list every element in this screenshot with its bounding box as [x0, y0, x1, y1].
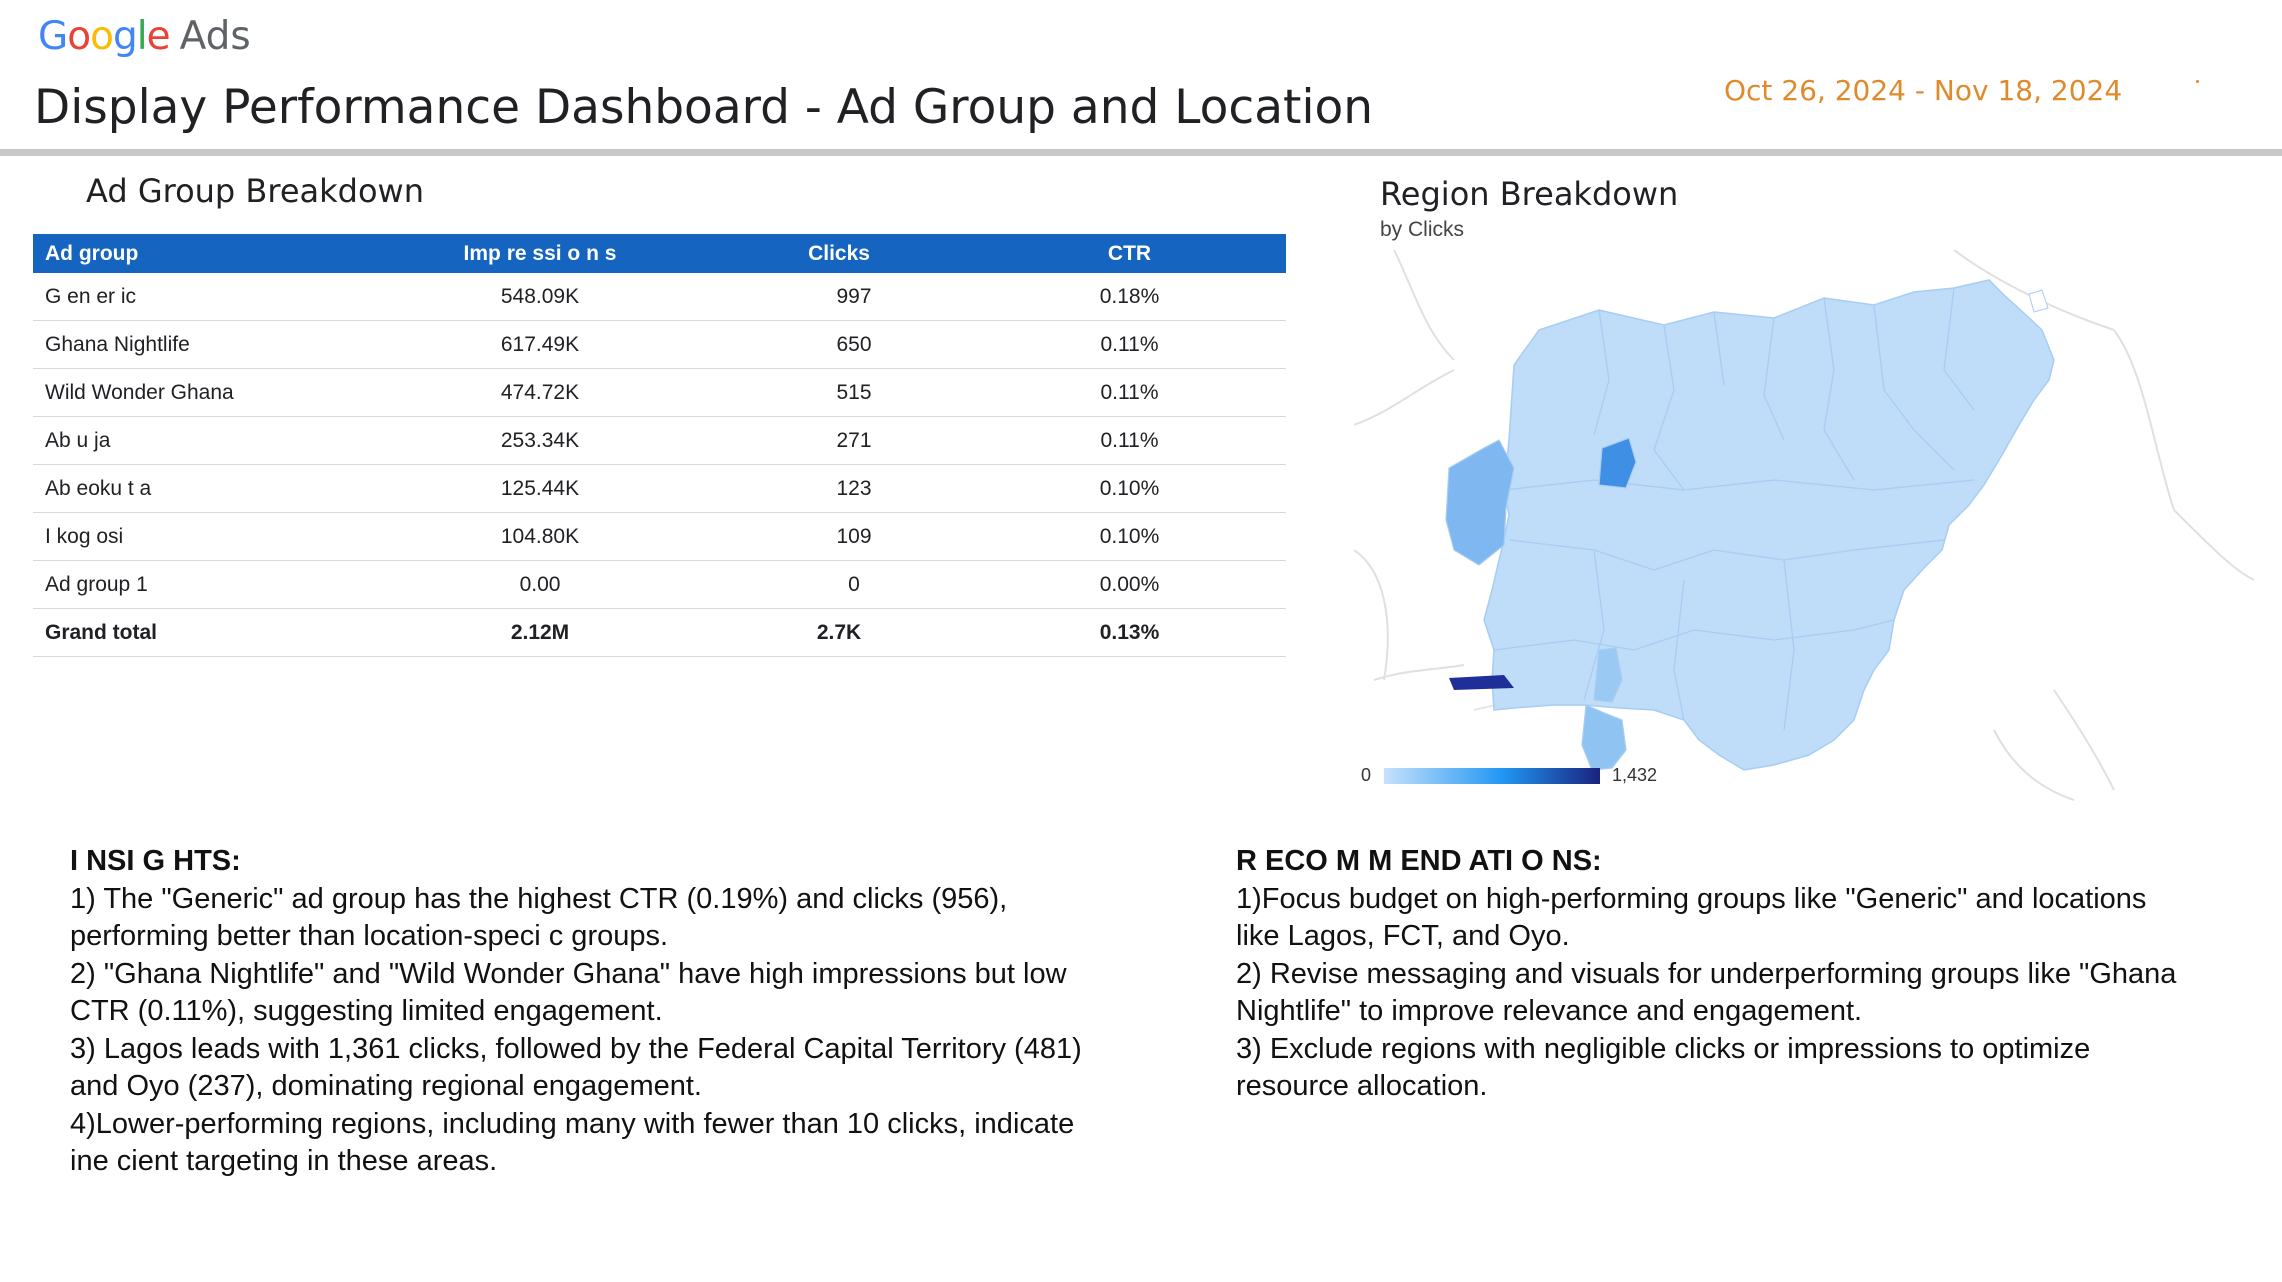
- recommendation-line: 1)Focus budget on high-performing groups…: [1236, 882, 2147, 953]
- ad-group-section-title: Ad Group Breakdown: [86, 172, 424, 210]
- region-section-title: Region Breakdown: [1380, 175, 1679, 213]
- neighbor-borders: [1354, 250, 2254, 801]
- logo-google-text: Google: [38, 14, 171, 59]
- region-oyo[interactable]: [1445, 439, 1515, 566]
- region-south-1[interactable]: [1593, 647, 1623, 703]
- cell-ctr: 0.18%: [973, 273, 1286, 321]
- cell-clicks: 0: [705, 560, 973, 609]
- cell-ctr: 0.10%: [973, 512, 1286, 561]
- cell-ctr: 0.10%: [973, 464, 1286, 513]
- cell-ctr: 0.00%: [973, 560, 1286, 609]
- table-row: I kog osi 104.80K 109 0.10%: [33, 512, 1286, 561]
- cell-ad-group: G en er ic: [33, 273, 375, 321]
- header-divider: [0, 149, 2282, 156]
- total-clicks: 2.7K: [705, 608, 973, 657]
- cell-ctr: 0.11%: [973, 416, 1286, 465]
- menu-dot: [2196, 80, 2199, 83]
- cell-ad-group: Wild Wonder Ghana: [33, 368, 375, 417]
- legend-max-label: 1,432: [1612, 765, 1658, 785]
- region-section-subtitle: by Clicks: [1380, 218, 1465, 241]
- cell-clicks: 123: [705, 464, 973, 513]
- cell-clicks: 997: [705, 273, 973, 321]
- table-row: G en er ic 548.09K 997 0.18%: [33, 273, 1286, 321]
- total-label: Grand total: [33, 608, 375, 657]
- table-row: Ab u ja 253.34K 271 0.11%: [33, 416, 1286, 465]
- cell-impressions: 474.72K: [375, 368, 705, 417]
- total-impressions: 2.12M: [375, 608, 705, 657]
- cell-ad-group: Ab eoku t a: [33, 464, 375, 513]
- insights-block: I NSI G HTS: 1) The "Generic" ad group h…: [70, 843, 1110, 1181]
- insight-line: 4)Lower-performing regions, including ma…: [70, 1107, 1075, 1178]
- cell-ad-group: Ghana Nightlife: [33, 320, 375, 369]
- column-header-ad-group[interactable]: Ad group: [33, 234, 375, 273]
- logo-ads-text: Ads: [179, 14, 251, 59]
- insight-line: 3) Lagos leads with 1,361 clicks, follow…: [70, 1032, 1082, 1103]
- cell-impressions: 104.80K: [375, 512, 705, 561]
- ad-group-table: Ad group Imp re ssi o n s Clicks CTR G e…: [33, 234, 1286, 657]
- recommendations-heading: R ECO M M END ATI O NS:: [1236, 845, 1602, 877]
- cell-clicks: 109: [705, 512, 973, 561]
- cell-impressions: 125.44K: [375, 464, 705, 513]
- cell-clicks: 515: [705, 368, 973, 417]
- region-south-2[interactable]: [1581, 704, 1627, 771]
- recommendation-line: 2) Revise messaging and visuals for unde…: [1236, 957, 2177, 1028]
- cell-impressions: 617.49K: [375, 320, 705, 369]
- region-lagos[interactable]: [1449, 675, 1514, 690]
- page-title: Display Performance Dashboard - Ad Group…: [34, 80, 1374, 135]
- cell-ad-group: Ab u ja: [33, 416, 375, 465]
- cell-clicks: 650: [705, 320, 973, 369]
- legend-min-label: 0: [1361, 765, 1372, 785]
- cell-impressions: 253.34K: [375, 416, 705, 465]
- table-row: Ad group 1 0.00 0 0.00%: [33, 560, 1286, 609]
- recommendation-line: 3) Exclude regions with negligible click…: [1236, 1032, 2091, 1103]
- recommendations-block: R ECO M M END ATI O NS: 1)Focus budget o…: [1236, 843, 2186, 1106]
- region-fct[interactable]: [1598, 437, 1637, 489]
- cell-impressions: 548.09K: [375, 273, 705, 321]
- total-ctr: 0.13%: [973, 608, 1286, 657]
- table-header-row: Ad group Imp re ssi o n s Clicks CTR: [33, 234, 1286, 273]
- insights-heading: I NSI G HTS:: [70, 845, 241, 877]
- google-ads-logo: Google Ads: [38, 14, 251, 59]
- cell-clicks: 271: [705, 416, 973, 465]
- legend-color-scale: [1384, 768, 1600, 784]
- table-row: Wild Wonder Ghana 474.72K 515 0.11%: [33, 368, 1286, 417]
- column-header-clicks[interactable]: Clicks: [705, 234, 973, 273]
- cell-ad-group: Ad group 1: [33, 560, 375, 609]
- cell-ad-group: I kog osi: [33, 512, 375, 561]
- insight-line: 2) "Ghana Nightlife" and "Wild Wonder Gh…: [70, 957, 1067, 1028]
- lake-feature: [2028, 289, 2049, 313]
- region-map[interactable]: [1354, 250, 2254, 810]
- table-row: Ab eoku t a 125.44K 123 0.10%: [33, 464, 1286, 513]
- cell-impressions: 0.00: [375, 560, 705, 609]
- grand-total-row: Grand total 2.12M 2.7K 0.13%: [33, 608, 1286, 657]
- table-row: Ghana Nightlife 617.49K 650 0.11%: [33, 320, 1286, 369]
- insight-line: 1) The "Generic" ad group has the highes…: [70, 882, 1008, 953]
- column-header-impressions[interactable]: Imp re ssi o n s: [375, 234, 705, 273]
- cell-ctr: 0.11%: [973, 368, 1286, 417]
- cell-ctr: 0.11%: [973, 320, 1286, 369]
- date-range-picker[interactable]: Oct 26, 2024 - Nov 18, 2024: [1724, 74, 2123, 107]
- column-header-ctr[interactable]: CTR: [973, 234, 1286, 273]
- state-borders: [1493, 287, 1975, 731]
